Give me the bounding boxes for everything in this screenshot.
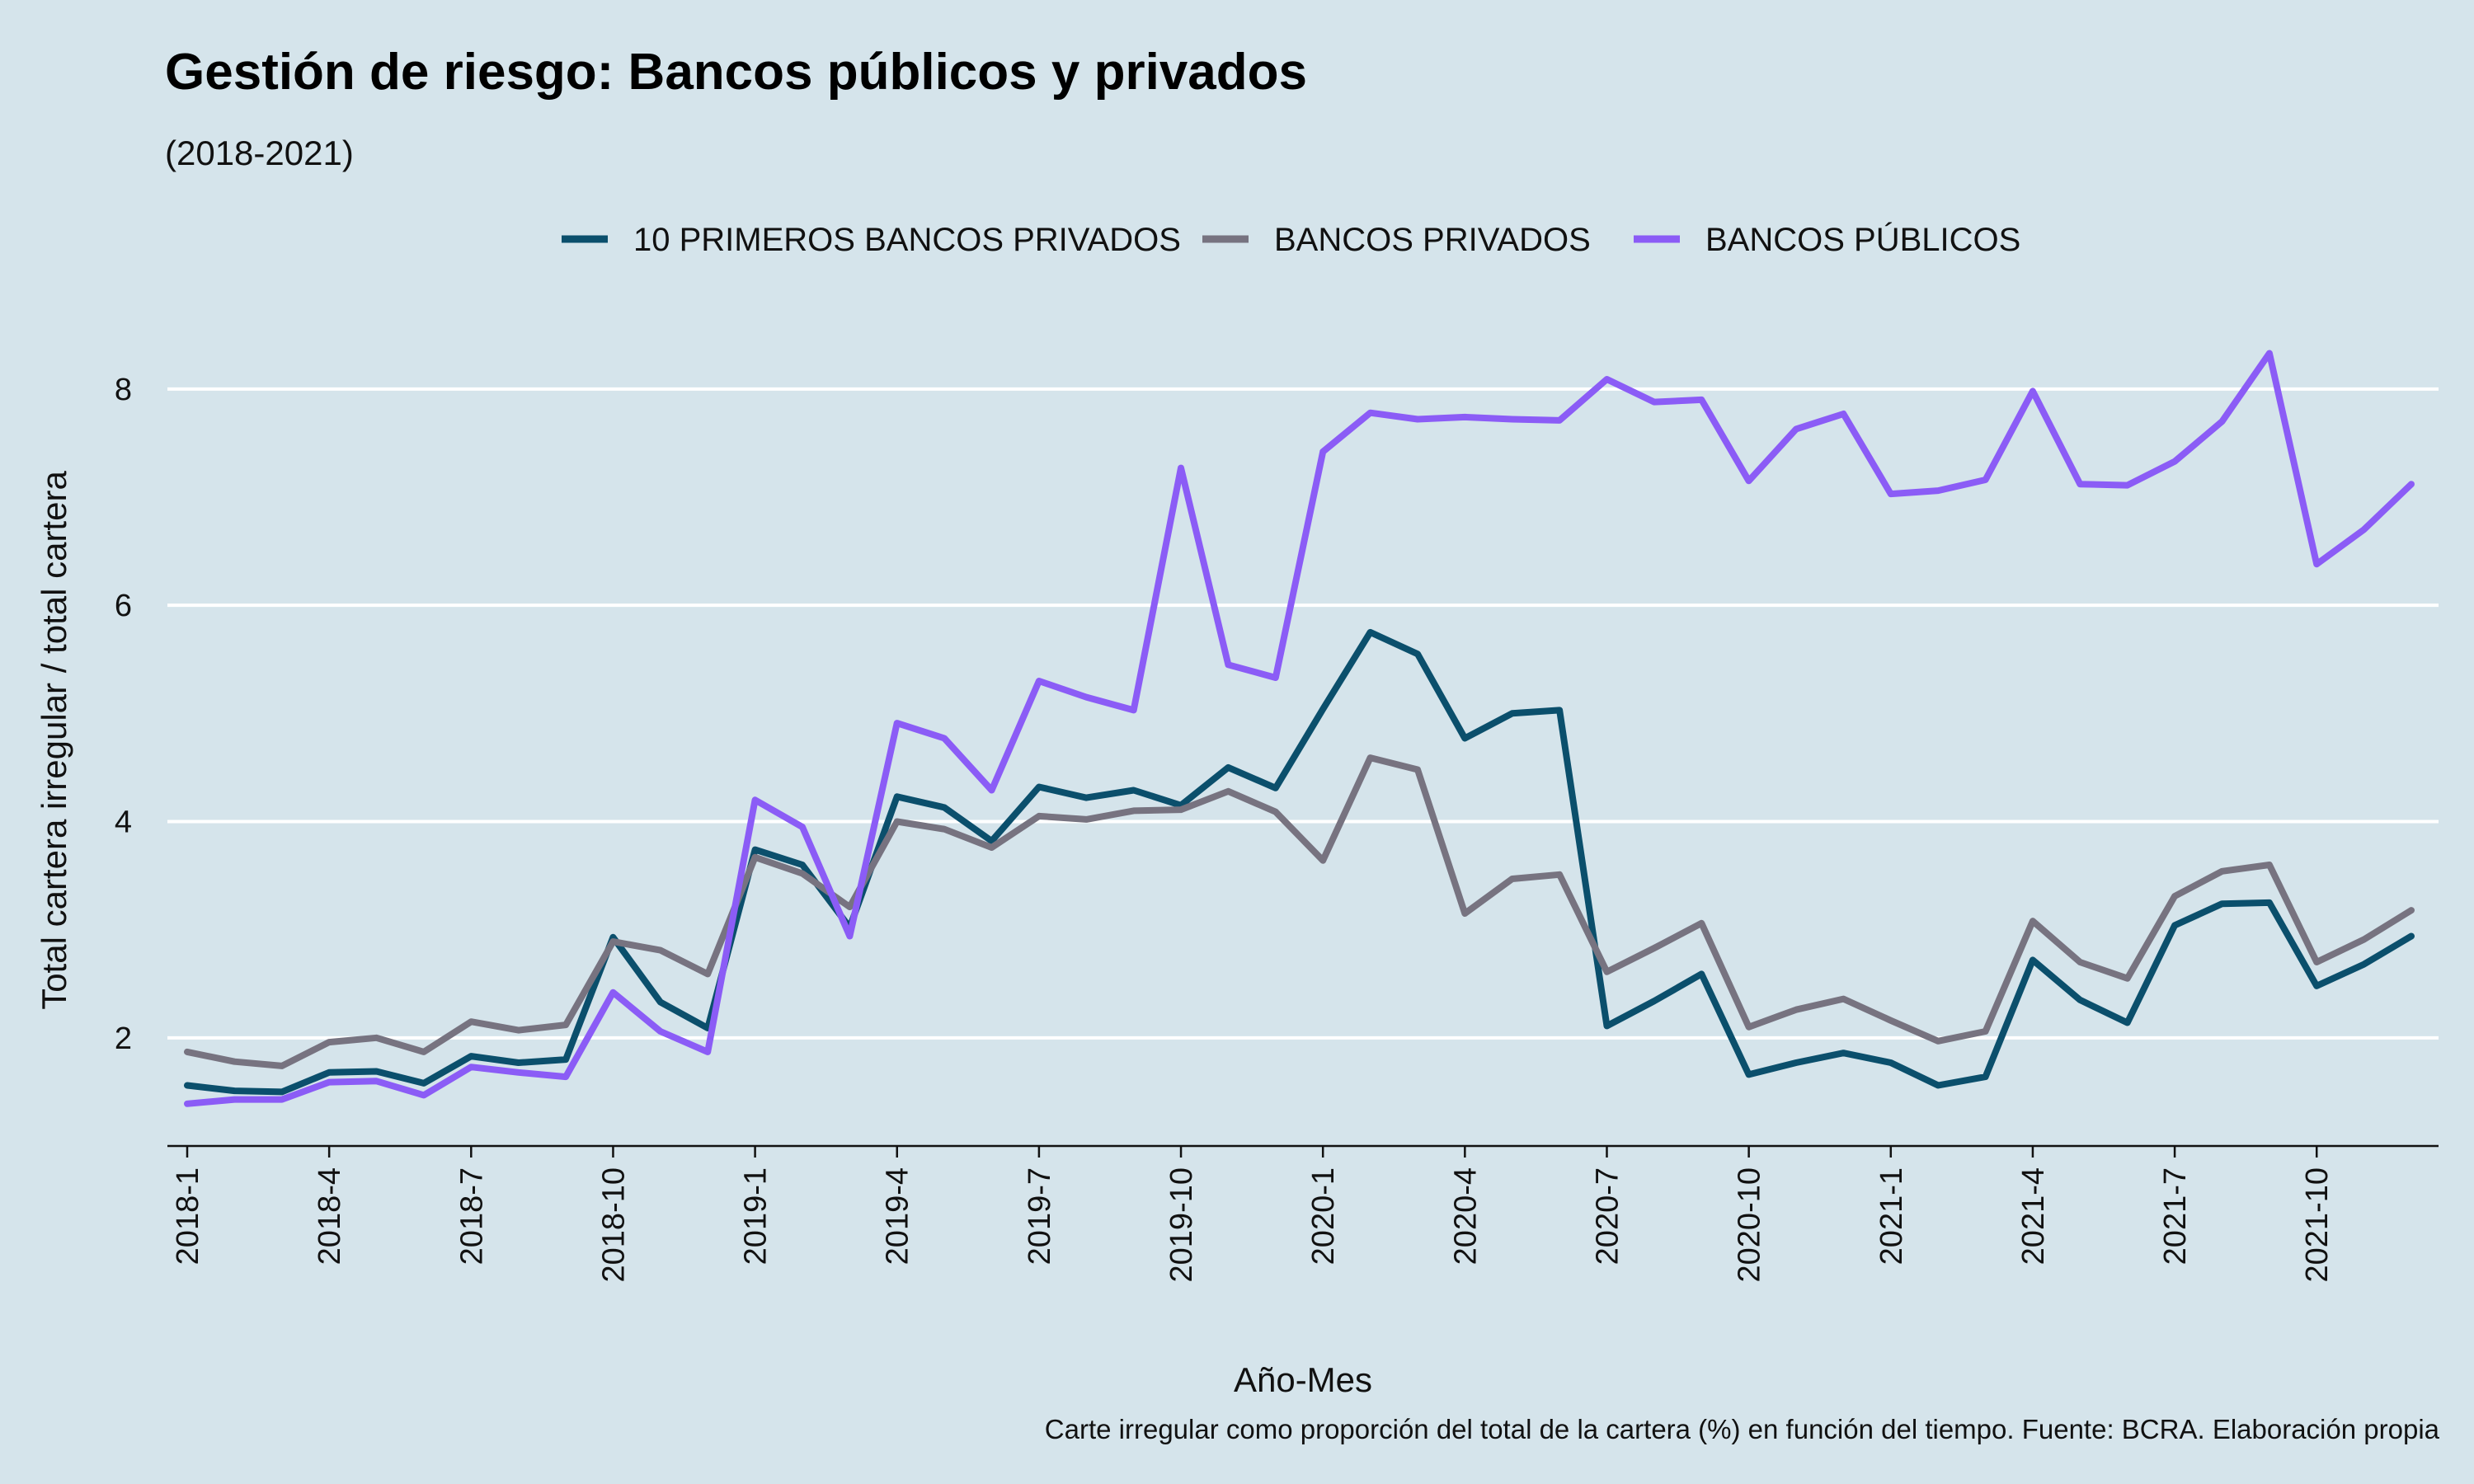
legend-label-1: 10 PRIMEROS BANCOS PRIVADOS	[633, 222, 1181, 258]
legend-label-3: BANCOS PÚBLICOS	[1705, 221, 2020, 258]
x-tick-label: 2018-7	[454, 1167, 489, 1265]
y-tick-label: 2	[115, 1021, 132, 1056]
series-lines	[184, 350, 2415, 1107]
legend: 10 PRIMEROS BANCOS PRIVADOS BANCOS PRIVAD…	[562, 221, 2020, 258]
x-tick-label: 2019-10	[1164, 1167, 1199, 1282]
x-tick-label: 2020-1	[1306, 1167, 1341, 1265]
y-tick-label: 6	[115, 589, 132, 623]
x-axis-title: Año-Mes	[1234, 1360, 1372, 1399]
y-axis-title: Total cartera irregular / total cartera	[35, 471, 73, 1010]
legend-label-2: BANCOS PRIVADOS	[1274, 222, 1591, 258]
gridlines	[167, 387, 2439, 1040]
x-tick-label: 2020-10	[1733, 1167, 1767, 1282]
x-tick-label: 2020-4	[1448, 1167, 1483, 1265]
x-tick-label: 2018-4	[313, 1167, 347, 1265]
x-tick-label: 2021-7	[2158, 1167, 2193, 1265]
series-line-3	[184, 350, 2415, 1107]
series-line-2	[184, 754, 2415, 1069]
x-tick-label: 2021-4	[2016, 1167, 2051, 1265]
y-tick-label: 8	[115, 373, 132, 407]
x-tick-label: 2020-7	[1590, 1167, 1625, 1265]
series-line-1	[184, 628, 2415, 1096]
x-tick-label: 2019-4	[881, 1167, 915, 1265]
chart-subtitle: (2018-2021)	[165, 134, 354, 172]
x-tick-label: 2018-10	[596, 1167, 631, 1282]
y-tick-label: 4	[115, 805, 132, 839]
chart-caption: Carte irregular como proporción del tota…	[1045, 1414, 2440, 1444]
x-tick-label: 2021-10	[2300, 1167, 2335, 1282]
chart-title: Gestión de riesgo: Bancos públicos y pri…	[165, 44, 1307, 101]
x-tick-label: 2018-1	[171, 1167, 205, 1265]
axes: 2 4 6 8 2018-1 2018-4 2018-7 2018-10 2019-1 2019-…	[115, 373, 2439, 1282]
x-tick-label: 2019-1	[739, 1167, 774, 1265]
x-tick-label: 2021-1	[1874, 1167, 1909, 1265]
x-tick-label: 2019-7	[1023, 1167, 1057, 1265]
